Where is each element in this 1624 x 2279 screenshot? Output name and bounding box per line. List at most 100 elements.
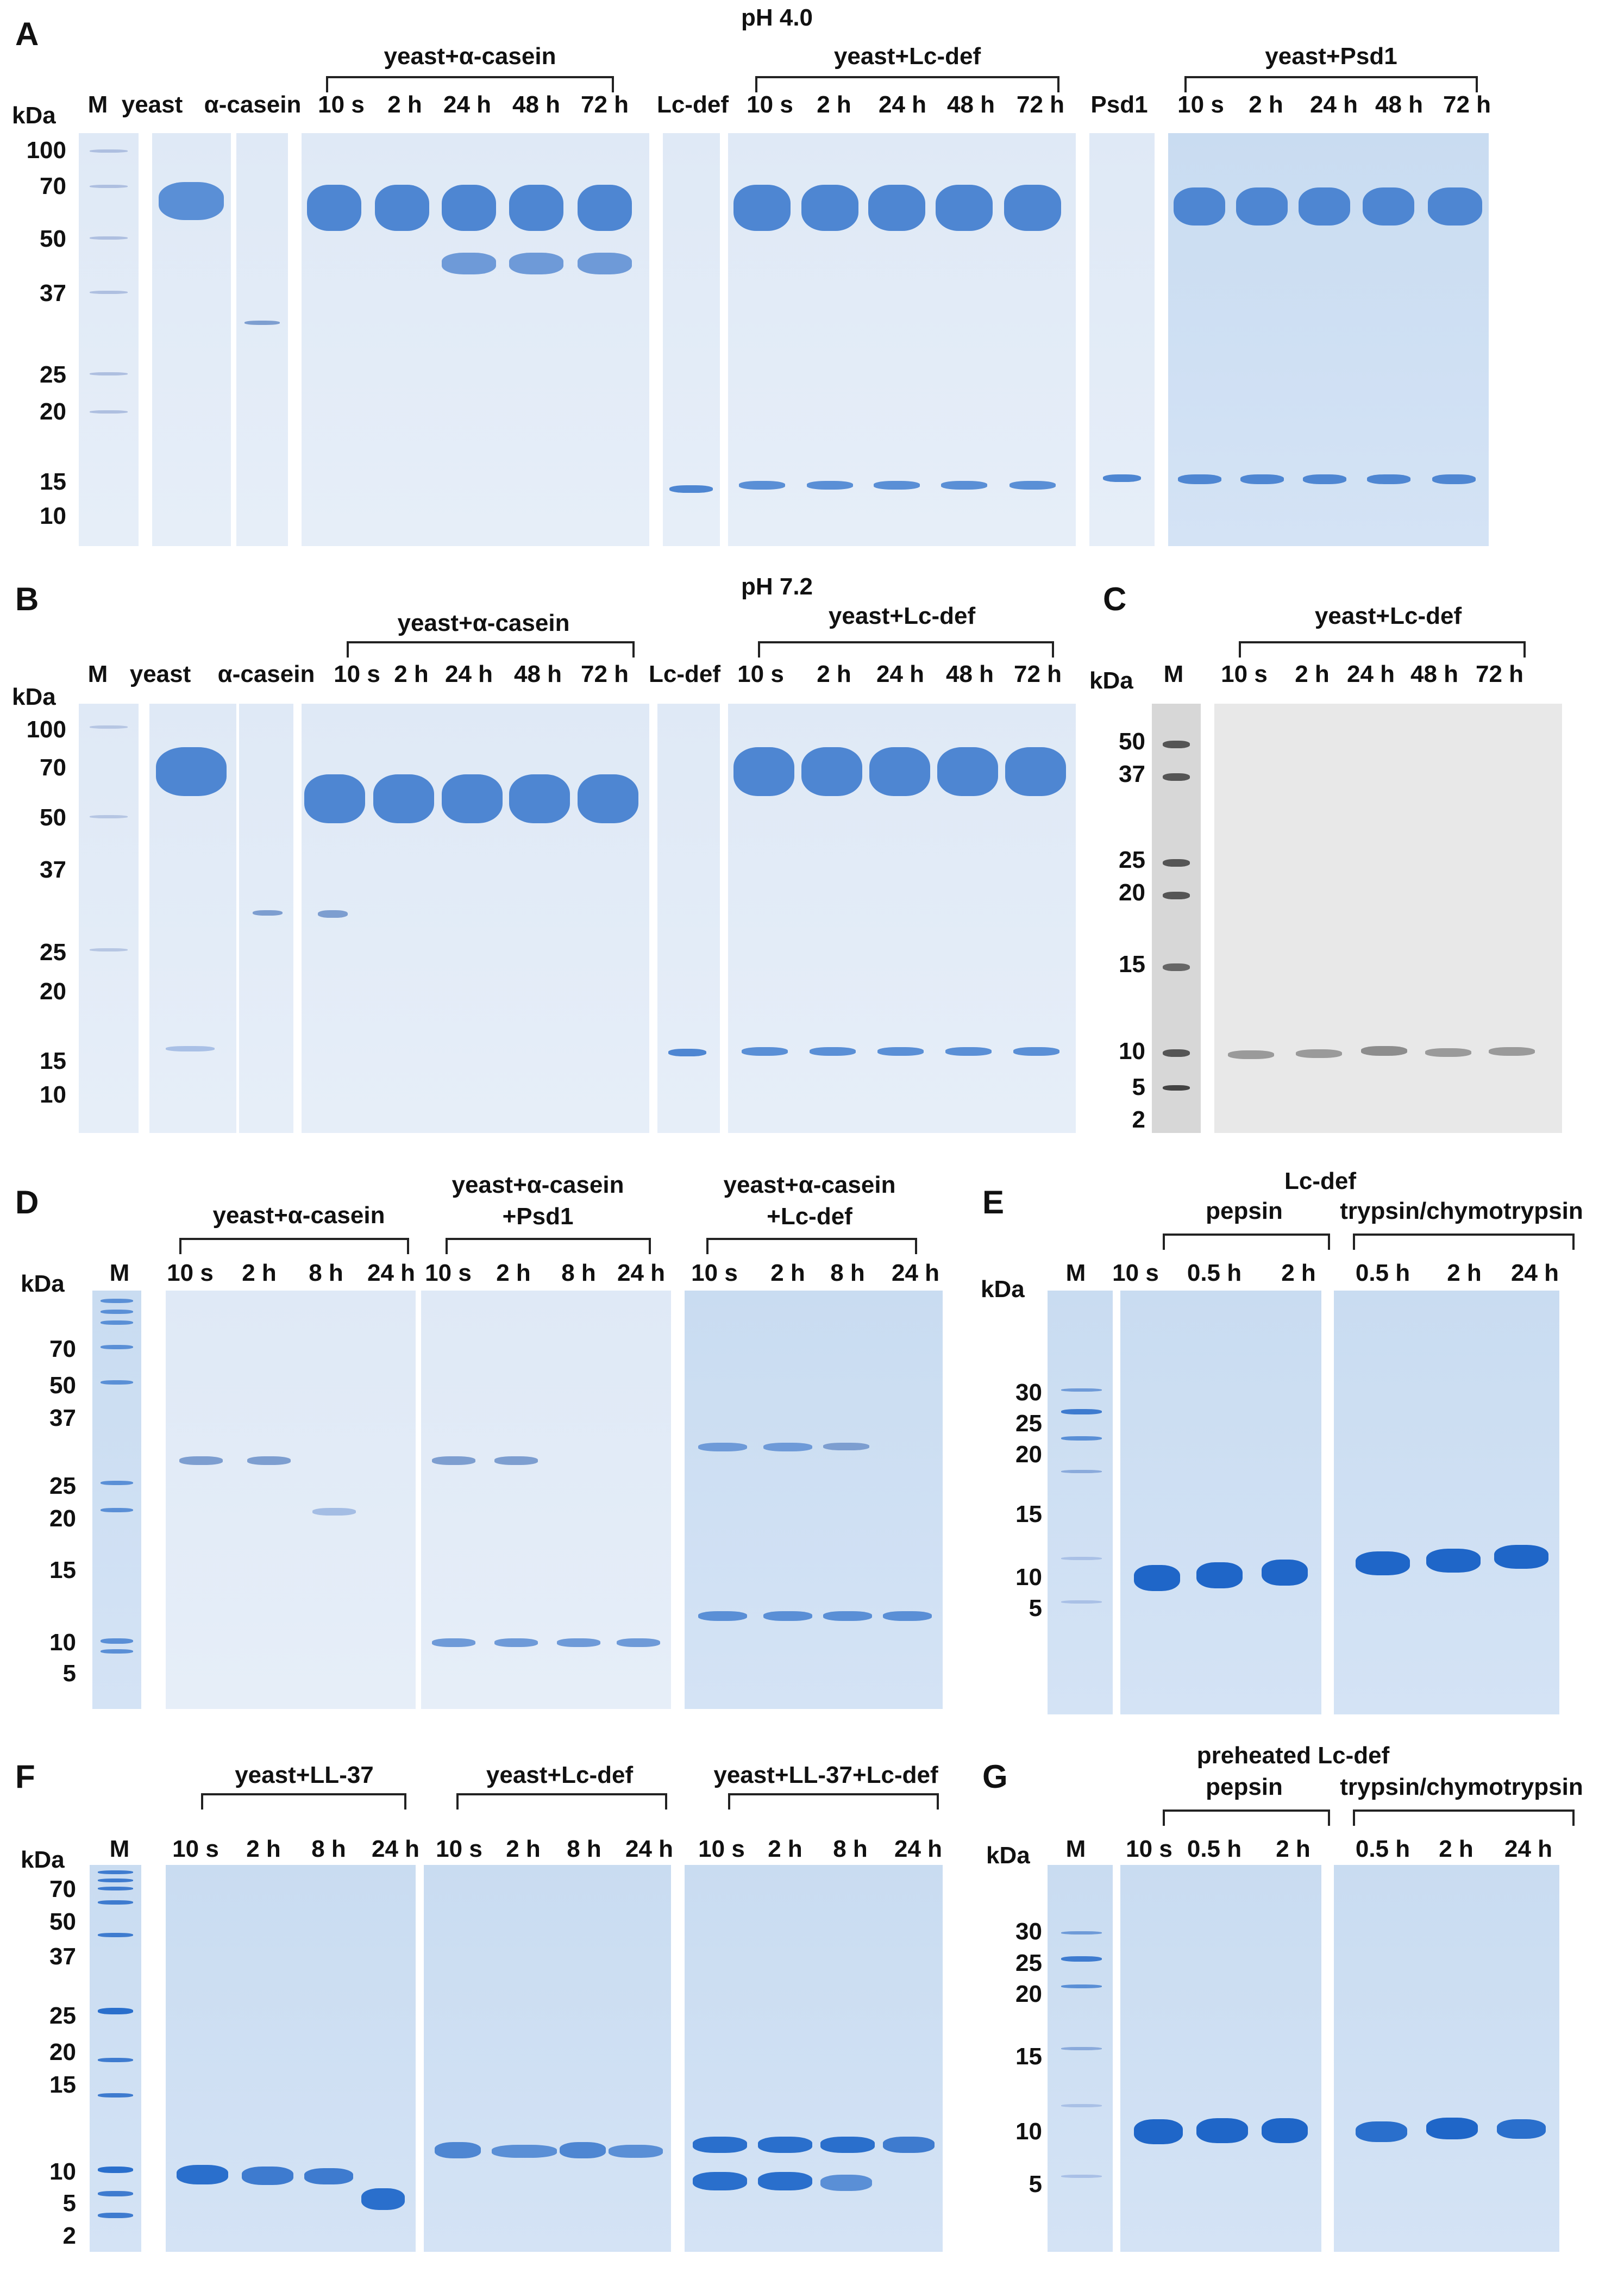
bracket (347, 641, 635, 658)
lane-label: 24 h (1346, 661, 1395, 687)
kda-label: kDa (21, 1270, 65, 1297)
group-label: yeast+α-casein (212, 1202, 385, 1229)
group-label: yeast+Lc-def (833, 43, 981, 70)
tick-label: 5 (62, 2190, 76, 2217)
tick-label: 50 (49, 1908, 76, 1935)
lane-label: 2 h (506, 1836, 541, 1862)
kda-label: kDa (12, 684, 56, 710)
tick-label: 25 (40, 939, 66, 966)
bracket (1163, 1234, 1330, 1250)
bracket (201, 1793, 406, 1810)
lane-label: 10 s (747, 91, 793, 118)
lane-label: α-casein (204, 91, 302, 118)
group-label: trypsin/chymotrypsin (1340, 1774, 1583, 1800)
tick-label: 37 (49, 1405, 76, 1431)
lane-label: 2 h (1281, 1260, 1316, 1286)
lane-label: 72 h (580, 661, 629, 687)
lane-label: 2 h (394, 661, 429, 687)
tick-label: 5 (62, 1660, 76, 1687)
lane-label: 10 s (436, 1836, 482, 1862)
bracket (179, 1238, 409, 1254)
gel-yeast-ll37-lcdef (685, 1865, 943, 2252)
gel-yeast-lcdef (728, 133, 1076, 546)
tick-label: 20 (49, 2039, 76, 2065)
lane-label: 10 s (334, 661, 380, 687)
gel-yeast-lcdef (728, 704, 1076, 1133)
lane-label: Lc-def (649, 661, 720, 687)
group-label: yeast+LL-37 (235, 1762, 374, 1788)
tick-label: 70 (49, 1336, 76, 1362)
bracket (1239, 641, 1526, 658)
lane-label: 72 h (1013, 661, 1062, 687)
lane-label: 2 h (770, 1260, 805, 1286)
tick-label: 20 (1119, 879, 1145, 906)
tick-label: 25 (1015, 1950, 1042, 1976)
group-label: yeast+α-casein (384, 43, 556, 70)
gel-marker (1048, 1291, 1113, 1714)
tick-label: 5 (1029, 2171, 1042, 2197)
lane-label: 2 h (1295, 661, 1330, 687)
lane-label: 2 h (817, 91, 851, 118)
panel-header: preheated Lc-def (1196, 1742, 1390, 1769)
lane-label: 24 h (371, 1836, 420, 1862)
lane-label: yeast (129, 661, 191, 687)
panel-label: C (1103, 581, 1127, 617)
lane-label: 72 h (1443, 91, 1491, 118)
bracket (326, 76, 614, 92)
tick-label: 15 (1015, 2043, 1042, 2070)
group-label: yeast+α-casein (397, 610, 570, 636)
lane-label: 10 s (172, 1836, 219, 1862)
lane-label: 24 h (443, 91, 492, 118)
lane-label: 24 h (444, 661, 493, 687)
tick-label: 20 (49, 1505, 76, 1532)
lane-label: M (87, 91, 108, 118)
gel-casein (236, 133, 288, 546)
lane-label: 2 h (496, 1260, 531, 1286)
lane-label: Psd1 (1090, 91, 1148, 118)
tick-label: 50 (49, 1372, 76, 1399)
lane-label: 2 h (1249, 91, 1283, 118)
lane-label: 48 h (945, 661, 994, 687)
panel-label: B (15, 581, 39, 617)
tick-label: 20 (40, 978, 66, 1005)
lane-label: M (87, 661, 108, 687)
lane-label: 24 h (891, 1260, 940, 1286)
tick-label: 37 (40, 280, 66, 306)
lane-label: M (1065, 1836, 1086, 1862)
tick-label: 50 (40, 804, 66, 831)
tick-label: 20 (1015, 1441, 1042, 1468)
tick-label: 100 (26, 137, 66, 164)
tick-label: 10 (1119, 1038, 1145, 1065)
gel-yeast-casein-lcdef (685, 1291, 943, 1709)
lane-label: 10 s (737, 661, 784, 687)
tick-label: 10 (40, 503, 66, 529)
lane-label: 48 h (1375, 91, 1424, 118)
group-label: yeast+Lc-def (828, 603, 976, 629)
bracket (728, 1793, 939, 1810)
tick-label: 20 (1015, 1981, 1042, 2007)
group-label: pepsin (1206, 1774, 1283, 1800)
tick-label: 10 (1015, 1564, 1042, 1591)
lane-label: 24 h (876, 661, 925, 687)
gel-lcdef (663, 133, 720, 546)
gel-pepsin (1120, 1865, 1321, 2252)
tick-label: 10 (49, 2158, 76, 2185)
tick-label: 25 (1119, 847, 1145, 873)
tick-label: 37 (49, 1943, 76, 1970)
gel-yeast-ll37 (166, 1865, 416, 2252)
gel-lcdef (657, 704, 720, 1133)
bracket (1184, 76, 1478, 92)
lane-label: 24 h (1309, 91, 1358, 118)
lane-label: 2 h (817, 661, 851, 687)
lane-label: M (109, 1836, 130, 1862)
lane-label: 72 h (1475, 661, 1524, 687)
group-label: yeast+α-casein +Lc-def (723, 1172, 896, 1230)
tick-label: 15 (1119, 951, 1145, 978)
tick-label: 15 (1015, 1501, 1042, 1527)
gel-trypsin (1334, 1865, 1559, 2252)
lane-label: 2 h (387, 91, 422, 118)
bracket (1353, 1810, 1575, 1826)
group-label: pepsin (1206, 1198, 1283, 1224)
gel-yeast-casein-psd1 (421, 1291, 671, 1709)
tick-label: 37 (40, 856, 66, 883)
